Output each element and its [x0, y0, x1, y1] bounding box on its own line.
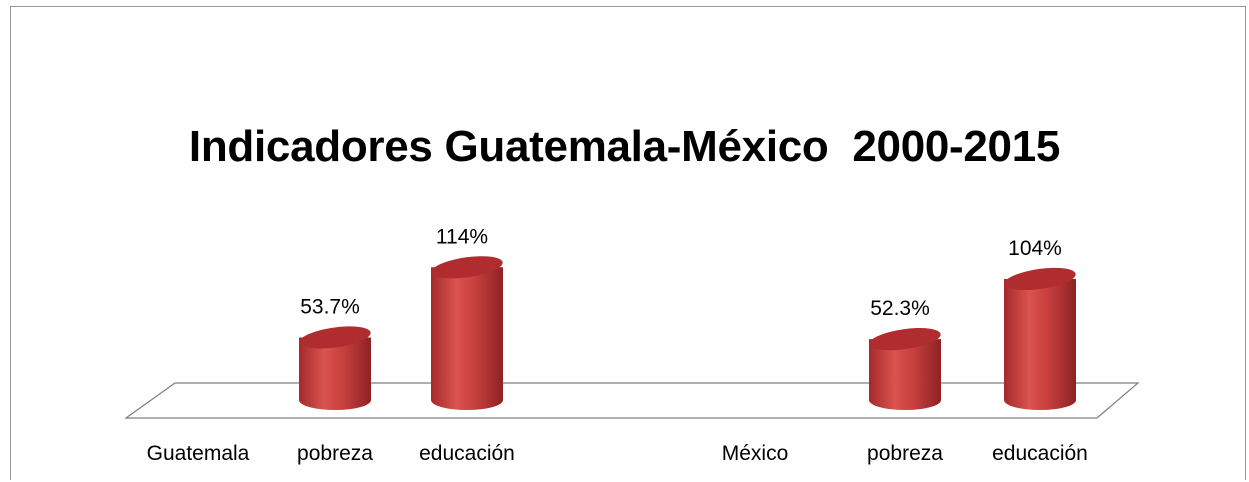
chart-frame	[10, 6, 1246, 480]
x-tick-label: México	[722, 442, 789, 465]
x-tick-label: pobreza	[297, 442, 373, 465]
x-tick-label: pobreza	[867, 442, 943, 465]
bar	[431, 256, 503, 410]
bar-body	[299, 337, 371, 410]
bar	[869, 328, 941, 410]
x-tick-label: educación	[419, 442, 515, 465]
bar-top	[1004, 267, 1076, 291]
bar	[1004, 267, 1076, 410]
data-label: 104%	[1008, 237, 1062, 260]
chart-floor	[124, 382, 1140, 419]
x-tick-label: Guatemala	[147, 442, 250, 465]
bar-body	[431, 267, 503, 410]
bar-top	[869, 328, 941, 351]
x-tick-label: educación	[992, 442, 1088, 465]
bar	[299, 326, 371, 410]
data-label: 52.3%	[870, 297, 930, 320]
data-label: 53.7%	[300, 295, 360, 318]
bar-body	[1004, 278, 1076, 410]
bar-top	[299, 326, 371, 349]
bar-top	[431, 256, 503, 279]
data-label: 114%	[436, 225, 488, 248]
bar-body	[869, 339, 941, 410]
chart-title: Indicadores Guatemala-México 2000-2015	[188, 122, 1061, 171]
